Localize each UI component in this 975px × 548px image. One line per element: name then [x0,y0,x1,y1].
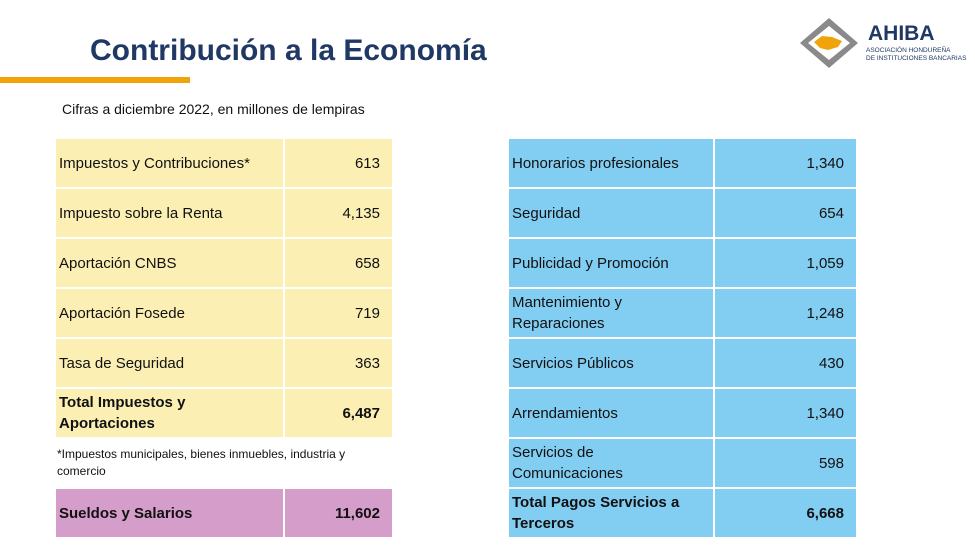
label-cell: Servicios de Comunicaciones [508,438,714,488]
value-cell: 1,340 [714,138,857,188]
label-cell: Servicios Públicos [508,338,714,388]
footnote: *Impuestos municipales, bienes inmuebles… [57,447,346,478]
label-cell: Total Pagos Servicios a Terceros [508,488,714,538]
value-cell: 613 [284,138,393,188]
label-cell: Arrendamientos [508,388,714,438]
logo-name: AHIBA [868,22,935,45]
value-cell: 6,668 [714,488,857,538]
logo-line: ASOCIACIÓN HONDUREÑA [866,47,951,54]
label-cell: Impuesto sobre la Renta [55,188,284,238]
value-cell: 1,248 [714,288,857,338]
label-cell: Aportación Fosede [55,288,284,338]
label-cell: Mantenimiento y Reparaciones [508,288,714,338]
value-cell: 654 [714,188,857,238]
label-cell: Honorarios profesionales [508,138,714,188]
label-cell: Total Impuestos y Aportaciones [55,388,284,438]
logo-line: DE INSTITUCIONES BANCARIAS [866,55,967,62]
value-cell: 363 [284,338,393,388]
value-cell: 658 [284,238,393,288]
value-cell: 11,602 [284,488,393,538]
label-cell: Seguridad [508,188,714,238]
label-cell: Publicidad y Promoción [508,238,714,288]
logo-icon [800,18,858,68]
label-cell: Sueldos y Salarios [55,488,284,538]
value-cell: 430 [714,338,857,388]
accent-bar [0,77,190,83]
label-cell: Tasa de Seguridad [55,338,284,388]
logo-map [814,36,842,50]
value-cell: 598 [714,438,857,488]
value-cell: 1,059 [714,238,857,288]
value-cell: 719 [284,288,393,338]
label-cell: Aportación CNBS [55,238,284,288]
title: Contribución a la Economía [90,34,487,67]
value-cell: 1,340 [714,388,857,438]
label-cell: Impuestos y Contribuciones* [55,138,284,188]
subtitle: Cifras a diciembre 2022, en millones de … [62,101,365,117]
value-cell: 4,135 [284,188,393,238]
value-cell: 6,487 [284,388,393,438]
